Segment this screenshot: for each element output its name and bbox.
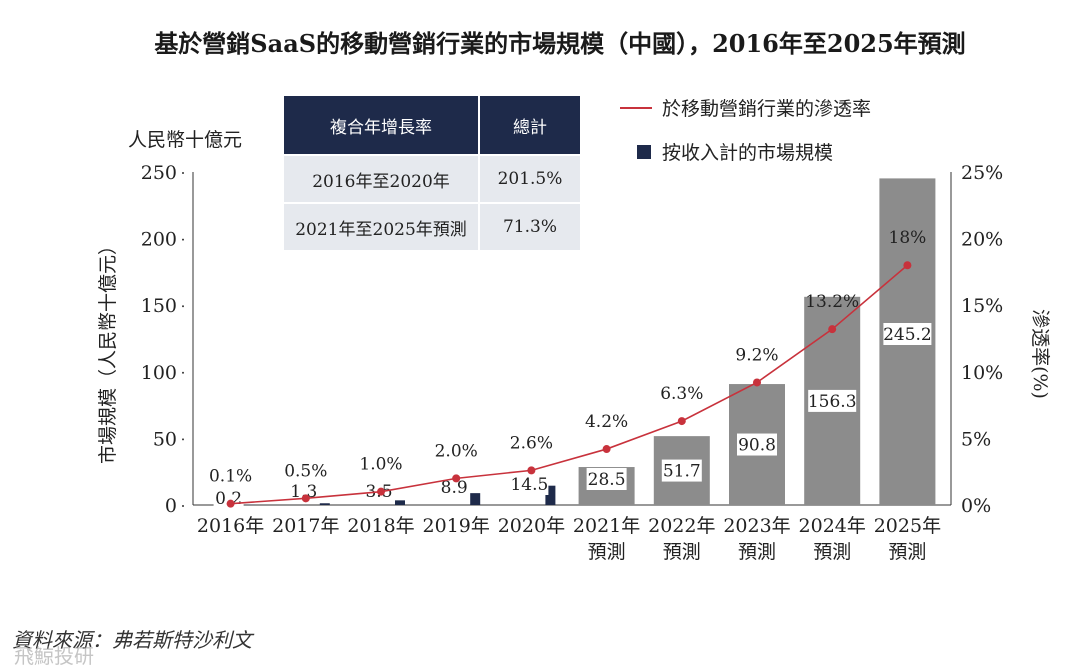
penetration-point (227, 500, 235, 508)
x-tick-label: 2024年 (799, 515, 866, 537)
penetration-point (903, 261, 911, 269)
penetration-label: 18% (889, 228, 927, 248)
x-tick-label: 2018年 (347, 515, 414, 537)
penetration-label: 0.1% (209, 467, 252, 487)
penetration-label: 9.2% (735, 345, 778, 365)
penetration-point (377, 488, 385, 496)
right-tick-label: 5% (961, 428, 991, 450)
cagr-period: 2021年至2025年預測 (284, 203, 479, 250)
left-tick-mark (182, 239, 184, 241)
bar-value-label: 156.3 (808, 392, 857, 412)
x-tick-label: 2023年 (723, 515, 790, 537)
penetration-point (603, 445, 611, 453)
cagr-header-label: 複合年增長率 (284, 96, 479, 155)
penetration-point (828, 325, 836, 333)
bar-value-label: 51.7 (663, 462, 701, 482)
left-tick-mark (182, 372, 184, 374)
penetration-point (678, 417, 686, 425)
penetration-point (753, 378, 761, 386)
penetration-label: 2.0% (435, 441, 478, 461)
right-tick-label: 25% (961, 162, 1003, 184)
left-tick-label: 0 (165, 495, 177, 517)
penetration-point (452, 474, 460, 482)
legend-line-label: 於移動營銷行業的滲透率 (662, 98, 871, 120)
right-axis-title: 滲透率(%) (1029, 309, 1051, 399)
right-axis: 0% 5% 10% 15% 20% 25% (951, 162, 1003, 517)
left-tick-mark (182, 438, 184, 440)
penetration-label: 13.2% (805, 292, 859, 312)
penetration-point (527, 466, 535, 474)
x-tick-sublabel: 預測 (738, 541, 776, 563)
left-tick-mark (182, 305, 184, 307)
chart-title: 基於營銷SaaS的移動營銷行業的市場規模（中國），2016年至2025年預測 (154, 29, 965, 58)
cagr-value: 71.3% (479, 203, 580, 250)
bar (395, 500, 405, 505)
penetration-label: 2.6% (510, 433, 553, 453)
cagr-header-total: 總計 (479, 96, 580, 155)
bar (470, 493, 480, 505)
x-tick-label: 2020年 (498, 515, 565, 537)
left-tick-label: 150 (141, 295, 177, 317)
penetration-label: 1.0% (359, 455, 402, 475)
left-axis-unit-label: 人民幣十億元 (128, 129, 242, 151)
bar-value-label: 90.8 (738, 436, 776, 456)
x-tick-label: 2025年 (874, 515, 941, 537)
left-tick-mark (182, 172, 184, 174)
right-tick-label: 0% (961, 495, 991, 517)
legend-bar-label: 按收入計的市場規模 (662, 142, 833, 164)
legend: 於移動營銷行業的滲透率 按收入計的市場規模 (620, 98, 871, 164)
penetration-label: 4.2% (585, 412, 628, 432)
cagr-row: 2021年至2025年預測 71.3% (284, 203, 580, 250)
x-tick-label: 2016年 (197, 515, 264, 537)
penetration-label: 6.3% (660, 384, 703, 404)
left-tick-mark (182, 505, 184, 507)
x-tick-label: 2022年 (648, 515, 715, 537)
cagr-value: 201.5% (479, 155, 580, 203)
cagr-table: 複合年增長率 總計 2016年至2020年 201.5% 2021年至2025年… (284, 96, 580, 250)
penetration-label: 0.5% (284, 461, 327, 481)
x-tick-sublabel: 預測 (588, 541, 626, 563)
x-tick-sublabel: 預測 (663, 541, 701, 563)
penetration-point (302, 494, 310, 502)
x-tick-label: 2017年 (272, 515, 339, 537)
right-tick-label: 10% (961, 362, 1003, 384)
cagr-period: 2016年至2020年 (284, 155, 479, 203)
bar-value-label: 14.5 (510, 475, 548, 495)
bar-value-label: 245.2 (883, 325, 932, 345)
cagr-row: 2016年至2020年 201.5% (284, 155, 580, 203)
left-tick-label: 50 (153, 428, 177, 450)
left-tick-label: 100 (141, 362, 177, 384)
left-tick-label: 250 (141, 162, 177, 184)
bar-value-label: 28.5 (588, 470, 626, 490)
right-tick-label: 15% (961, 295, 1003, 317)
x-tick-label: 2019年 (423, 515, 490, 537)
bar (320, 503, 330, 505)
legend-bar-swatch (637, 145, 651, 159)
x-tick-label: 2021年 (573, 515, 640, 537)
x-tick-sublabel: 預測 (888, 541, 926, 563)
right-tick-label: 20% (961, 229, 1003, 251)
left-axis-title: 市場規模（人民幣十億元） (97, 236, 119, 464)
left-tick-label: 200 (141, 229, 177, 251)
x-tick-sublabel: 預測 (813, 541, 851, 563)
watermark: 飛鯨投研 (14, 640, 94, 669)
